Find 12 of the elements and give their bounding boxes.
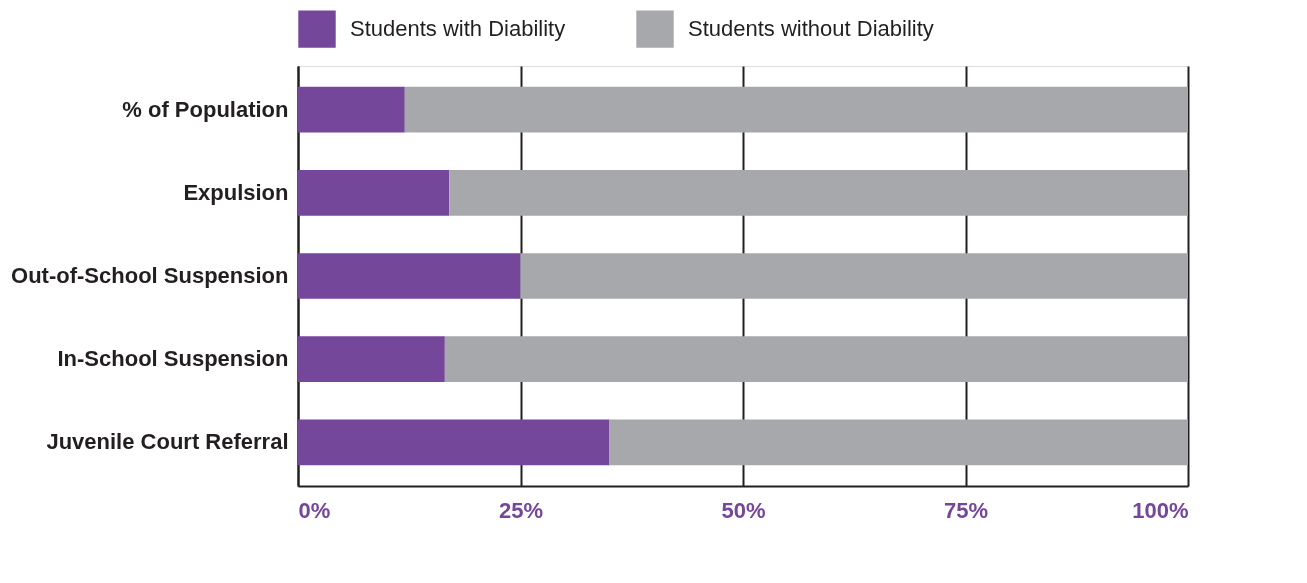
x-tick-label: 100% xyxy=(1132,497,1189,523)
y-tick-label: Out-of-School Suspension xyxy=(11,263,289,288)
x-tick-label: 25% xyxy=(498,497,544,523)
y-tick-label: % of Population xyxy=(122,96,289,122)
y-tick-label: Juvenile Court Referral xyxy=(46,429,289,455)
y-tick-label: Expulsion xyxy=(183,179,289,205)
x-tick-label: 0% xyxy=(298,497,331,523)
legend-label: Students without Diability xyxy=(688,16,934,42)
legend-label: Students with Diability xyxy=(350,16,566,42)
x-tick-label: 50% xyxy=(721,497,766,523)
x-tick-label: 75% xyxy=(943,497,989,523)
y-tick-label: In-School Suspension xyxy=(57,346,289,372)
